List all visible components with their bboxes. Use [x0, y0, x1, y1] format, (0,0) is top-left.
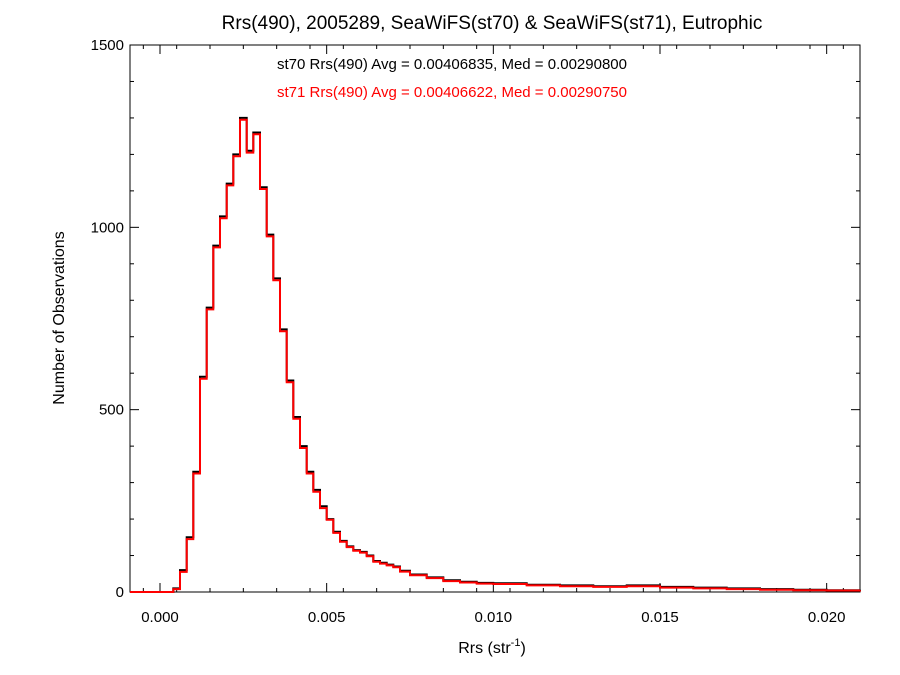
series-line-st70 — [130, 116, 861, 593]
y-tick-label: 0 — [116, 584, 124, 601]
series-annotation-st70: st70 Rrs(490) Avg = 0.00406835, Med = 0.… — [277, 56, 627, 73]
x-axis-label-superscript: -1 — [511, 637, 521, 649]
y-tick-label: 1500 — [91, 37, 124, 54]
x-tick-label: 0.000 — [141, 609, 179, 626]
y-tick-label: 1000 — [91, 219, 124, 236]
x-axis-label-main: Rrs (str — [458, 640, 511, 657]
y-axis-ticks: 0 500 1000 1500 — [91, 37, 860, 601]
chart-title: Rrs(490), 2005289, SeaWiFS(st70) & SeaWi… — [222, 13, 763, 34]
x-tick-label: 0.020 — [808, 609, 846, 626]
series-line-st71 — [130, 118, 861, 593]
series-group — [130, 116, 861, 593]
x-axis-label-close: ) — [520, 640, 525, 657]
y-tick-label: 500 — [99, 402, 124, 419]
x-tick-label: 0.005 — [308, 609, 346, 626]
y-axis-label: Number of Observations — [51, 231, 68, 404]
x-tick-label: 0.010 — [475, 609, 513, 626]
x-axis-label: Rrs (str-1) — [458, 637, 526, 657]
x-tick-label: 0.015 — [641, 609, 679, 626]
x-axis-ticks: 0.000 0.005 0.010 0.015 0.020 — [141, 45, 845, 626]
plot-frame — [129, 44, 861, 593]
series-annotation-st71: st71 Rrs(490) Avg = 0.00406622, Med = 0.… — [277, 84, 627, 101]
